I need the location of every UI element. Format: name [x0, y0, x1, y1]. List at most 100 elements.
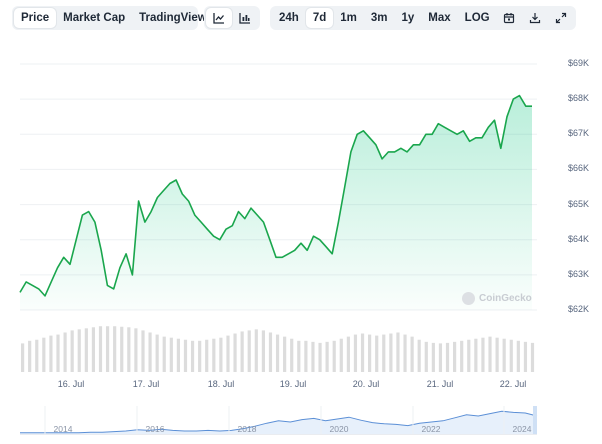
- x-tick-label: 17. Jul: [132, 379, 160, 389]
- y-tick-label: $68K: [568, 93, 590, 104]
- navigator-area: [20, 411, 537, 434]
- tab-range-24h[interactable]: 24h: [279, 12, 299, 24]
- volume-bar: [318, 342, 322, 372]
- volume-bar: [247, 330, 251, 372]
- volume-bar: [339, 338, 343, 372]
- volume-bar: [375, 335, 379, 372]
- x-tick-label: 16. Jul: [57, 379, 85, 389]
- x-tick-label: 18. Jul: [207, 379, 235, 389]
- candlestick-chart-icon: [239, 13, 250, 24]
- volume-bar: [56, 334, 60, 372]
- volume-bar: [261, 330, 265, 372]
- volume-bar: [198, 340, 202, 372]
- download-icon: [530, 13, 541, 24]
- volume-bar: [311, 341, 315, 372]
- price-line: [19, 94, 532, 297]
- volume-bar: [91, 327, 96, 372]
- volume-bar: [212, 338, 216, 372]
- volume-bar: [488, 336, 492, 372]
- y-tick-label: $65K: [568, 198, 590, 209]
- volume-bar: [240, 331, 244, 372]
- volume-bar: [495, 337, 499, 372]
- volume-bar: [403, 334, 407, 372]
- volume-bar: [28, 340, 32, 372]
- volume-bar: [155, 334, 159, 372]
- volume-bar: [445, 342, 450, 372]
- tab-price[interactable]: Price: [14, 8, 57, 28]
- navigator-handle: [533, 406, 537, 434]
- coingecko-watermark: CoinGecko: [462, 292, 532, 305]
- volume-bar: [148, 332, 152, 372]
- volume-bar: [346, 336, 350, 372]
- volume-bar: [396, 332, 400, 372]
- volume-bar: [438, 343, 443, 372]
- volume-bar: [453, 341, 457, 372]
- volume-bar: [63, 332, 67, 372]
- volume-bar: [98, 326, 103, 372]
- navigator-tick-label: 2018: [237, 424, 257, 434]
- coingecko-logo-icon: [462, 292, 475, 305]
- volume-bar: [509, 339, 513, 372]
- tab-range-7d[interactable]: 7d: [305, 8, 334, 28]
- tab-range-1m[interactable]: 1m: [340, 12, 357, 24]
- volume-bar: [205, 339, 209, 372]
- volume-bar: [290, 338, 294, 372]
- tab-tradingview[interactable]: TradingView: [139, 12, 207, 24]
- navigator-tick-label: 2020: [329, 424, 349, 434]
- download-button[interactable]: [522, 8, 548, 28]
- volume-bar: [233, 333, 237, 372]
- volume-bar: [268, 332, 273, 372]
- volume-bar: [169, 337, 173, 372]
- fullscreen-button[interactable]: [548, 8, 574, 28]
- y-tick-label: $64K: [568, 233, 590, 244]
- tab-range-1y[interactable]: 1y: [401, 12, 415, 24]
- tab-range-max[interactable]: Max: [428, 12, 451, 24]
- volume-bar: [516, 340, 520, 372]
- volume-bar: [77, 329, 81, 372]
- volume-bar: [431, 342, 435, 372]
- calendar-button[interactable]: [497, 8, 523, 28]
- price-area: [20, 95, 532, 310]
- volume-bar: [84, 328, 88, 372]
- calendar-icon: [504, 13, 515, 24]
- volume-bar: [105, 326, 110, 372]
- volume-bar: [176, 338, 180, 372]
- volume-bar: [226, 335, 230, 372]
- volume-bar: [353, 334, 358, 372]
- volume-bar: [134, 328, 138, 372]
- navigator-line: [20, 410, 538, 434]
- navigator-tick-label: 2022: [421, 424, 441, 434]
- volume-bar: [410, 336, 414, 372]
- x-tick-label: 22. Jul: [499, 379, 527, 389]
- volume-bar: [35, 339, 39, 372]
- volume-bar: [417, 339, 421, 372]
- volume-bar: [502, 338, 506, 372]
- expand-icon: [555, 12, 567, 24]
- volume-bar: [481, 337, 485, 372]
- volume-bar: [275, 334, 280, 372]
- navigator-tick-label: 2024: [512, 424, 532, 434]
- y-tick-label: $63K: [568, 268, 590, 279]
- tab-range-3m[interactable]: 3m: [370, 12, 388, 24]
- volume-bar: [141, 330, 145, 372]
- x-tick-label: 20. Jul: [352, 379, 380, 389]
- y-tick-label: $66K: [568, 163, 590, 174]
- volume-bar: [120, 326, 124, 372]
- volume-bar: [113, 326, 117, 372]
- volume-bar: [70, 330, 74, 372]
- x-tick-label: 21. Jul: [426, 379, 454, 389]
- tab-log-scale[interactable]: LOG: [464, 12, 490, 24]
- navigator-tick-label: 2016: [145, 424, 165, 434]
- volume-bar: [190, 340, 195, 372]
- line-chart-button[interactable]: [206, 8, 232, 28]
- volume-bar: [183, 339, 188, 372]
- volume-bar: [332, 340, 336, 372]
- tab-market-cap[interactable]: Market Cap: [63, 12, 126, 24]
- y-tick-label: $69K: [568, 58, 590, 68]
- volume-bar: [523, 341, 528, 372]
- volume-bar: [304, 340, 308, 372]
- candlestick-chart-button[interactable]: [232, 8, 258, 28]
- chart-type-group: [204, 6, 260, 30]
- volume-bar: [297, 340, 301, 372]
